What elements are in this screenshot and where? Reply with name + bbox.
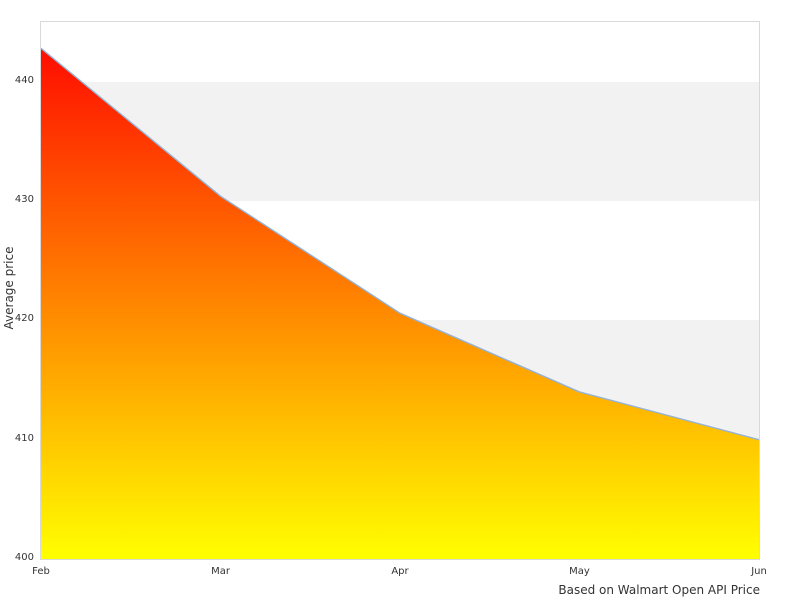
- x-tick-label: May: [569, 566, 590, 577]
- x-tick-label: Mar: [211, 566, 230, 577]
- x-tick-label: Feb: [32, 566, 50, 577]
- y-tick-label: 410: [14, 432, 34, 444]
- y-tick-label: 430: [14, 194, 34, 205]
- x-tick-label: Jun: [751, 566, 767, 577]
- plot-area: [40, 21, 760, 560]
- series-line: [41, 47, 759, 441]
- y-tick-label: 400: [14, 552, 34, 563]
- y-tick-label: 420: [14, 313, 34, 325]
- x-tick-label: Apr: [391, 566, 409, 577]
- area-chart-svg: [41, 47, 759, 559]
- area-fill: [41, 48, 759, 559]
- y-tick-label: 440: [14, 74, 34, 86]
- chart-caption: Based on Walmart Open API Price: [558, 583, 760, 597]
